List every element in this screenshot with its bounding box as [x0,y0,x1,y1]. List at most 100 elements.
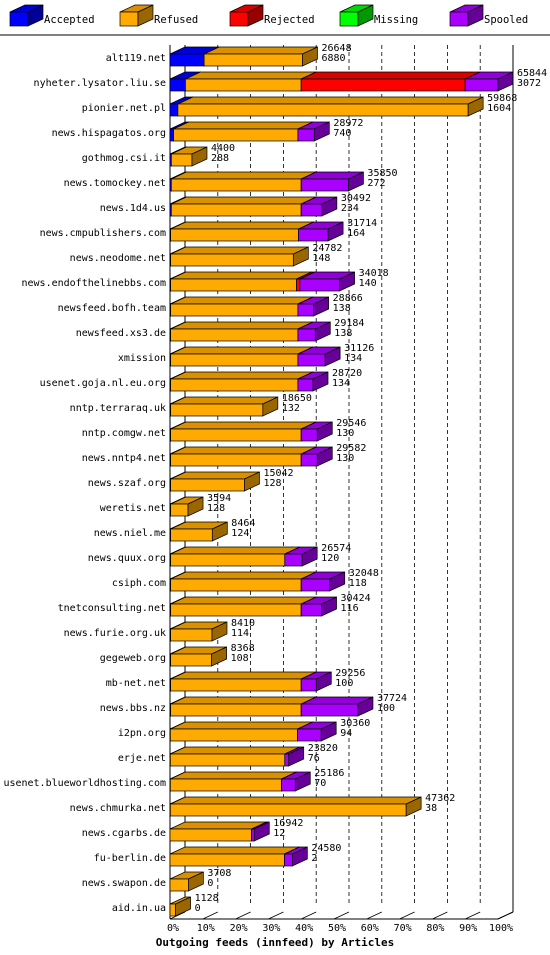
row-total-value: 29582 [336,443,366,454]
row-label: news.hispagatos.org [52,128,166,139]
row-label: gegeweb.org [100,653,166,664]
bar-segment-refused-top [170,296,314,305]
bar-segment-refused [170,396,279,417]
bar-segment-refused [170,296,314,317]
x-tick-label: 60% [361,923,379,934]
bar-segment-refused [203,46,318,67]
legend-swatch-refused [119,4,154,27]
row-total-value: 15042 [263,468,293,479]
x-tick-label: 0% [167,923,179,934]
bar-segment-spooled-side [316,446,333,467]
bar-segment-spooled-side [316,421,333,442]
row-second-value: 70 [314,778,326,789]
bar-segment-refused-side [292,246,309,267]
row-total-value: 18650 [282,393,312,404]
bar-segment-refused-face [170,203,302,217]
bar-segment-spooled-side [313,296,330,317]
bar-segment-refused [170,671,317,692]
bar-segment-spooled [300,596,337,617]
bar-segment-refused-side [211,521,228,542]
bar-segment-refused-face [170,653,213,667]
bar-segment-refused-side [262,396,279,417]
bar-segment-refused-top [170,746,300,755]
bar-segment-refused-side [302,46,318,67]
row-second-value: 116 [341,603,359,614]
bar-segment-refused-side [211,646,228,667]
row-label: mb-net.net [106,678,166,689]
bar-segment-refused-side [405,796,422,817]
legend-swatch-spooled-side [467,4,484,27]
bar-segment-refused-top [170,246,309,255]
bar-segment-rejected-face [300,78,466,92]
row-label: news.szaf.org [88,478,166,489]
bar-segment-refused-face [203,53,303,67]
bar-segment-refused-face [169,778,282,792]
bar-segment-refused-top [170,596,317,605]
row-second-value: 38 [425,803,437,814]
row-total-value: 30424 [341,593,371,604]
row-second-value: 138 [334,328,352,339]
bar-segment-spooled-face [297,303,315,317]
row-second-value: 740 [333,128,351,139]
bar-segment-refused-face [170,703,302,717]
legend-label-refused: Refused [154,14,198,26]
row-total-value: 29256 [335,668,365,679]
bar-segment-refused-top [170,346,314,355]
bar-segment-spooled [284,746,305,767]
row-total-value: 24782 [312,243,342,254]
bar-segment-spooled [251,821,270,842]
legend-swatch-spooled-face [449,11,469,27]
row-second-value: 114 [231,628,249,639]
bar-segment-refused-top [203,46,318,55]
row-label: usenet.blueworldhosting.com [3,778,166,789]
bar-segment-spooled-face [300,678,317,692]
row-total-value: 24580 [311,843,341,854]
row-total-value: 3594 [207,493,231,504]
bar-segment-refused-face [170,553,286,567]
bar-segment-refused-side [244,471,260,492]
bar-segment-refused-top [170,571,317,580]
bar-segment-refused [170,621,228,642]
bar-segment-refused [170,471,260,492]
bar-segment-refused [173,121,314,142]
bar-segment-refused-top [170,271,312,280]
bar-segment-spooled [300,421,333,442]
row-total-value: 37724 [377,693,407,704]
bar-segment-refused-top [185,71,317,80]
row-total-value: 8464 [231,518,255,529]
x-tick-label: 50% [328,923,346,934]
row-label: news.cmpublishers.com [40,228,166,239]
bar-segment-refused-face [170,303,299,317]
bar-segment-refused-top [170,446,317,455]
bar-segment-spooled-face [300,203,323,217]
row-second-value: 94 [340,728,352,739]
bar-segment-spooled [299,271,355,292]
bar-segment-spooled [297,121,330,142]
bar-segment-spooled [298,221,344,242]
legend-swatch-missing-face [339,11,359,27]
legend-swatch-rejected-side [247,4,264,27]
bar-segment-spooled [281,771,311,792]
bar-segment-spooled-face [251,828,255,842]
row-total-value: 28972 [333,118,363,129]
x-tick-label: 40% [295,923,313,934]
bar-segment-refused [169,896,191,917]
row-second-value: 164 [347,228,365,239]
bar-segment-spooled [300,446,333,467]
legend-label-rejected: Rejected [264,14,315,26]
bar-segment-spooled-face [297,728,322,742]
